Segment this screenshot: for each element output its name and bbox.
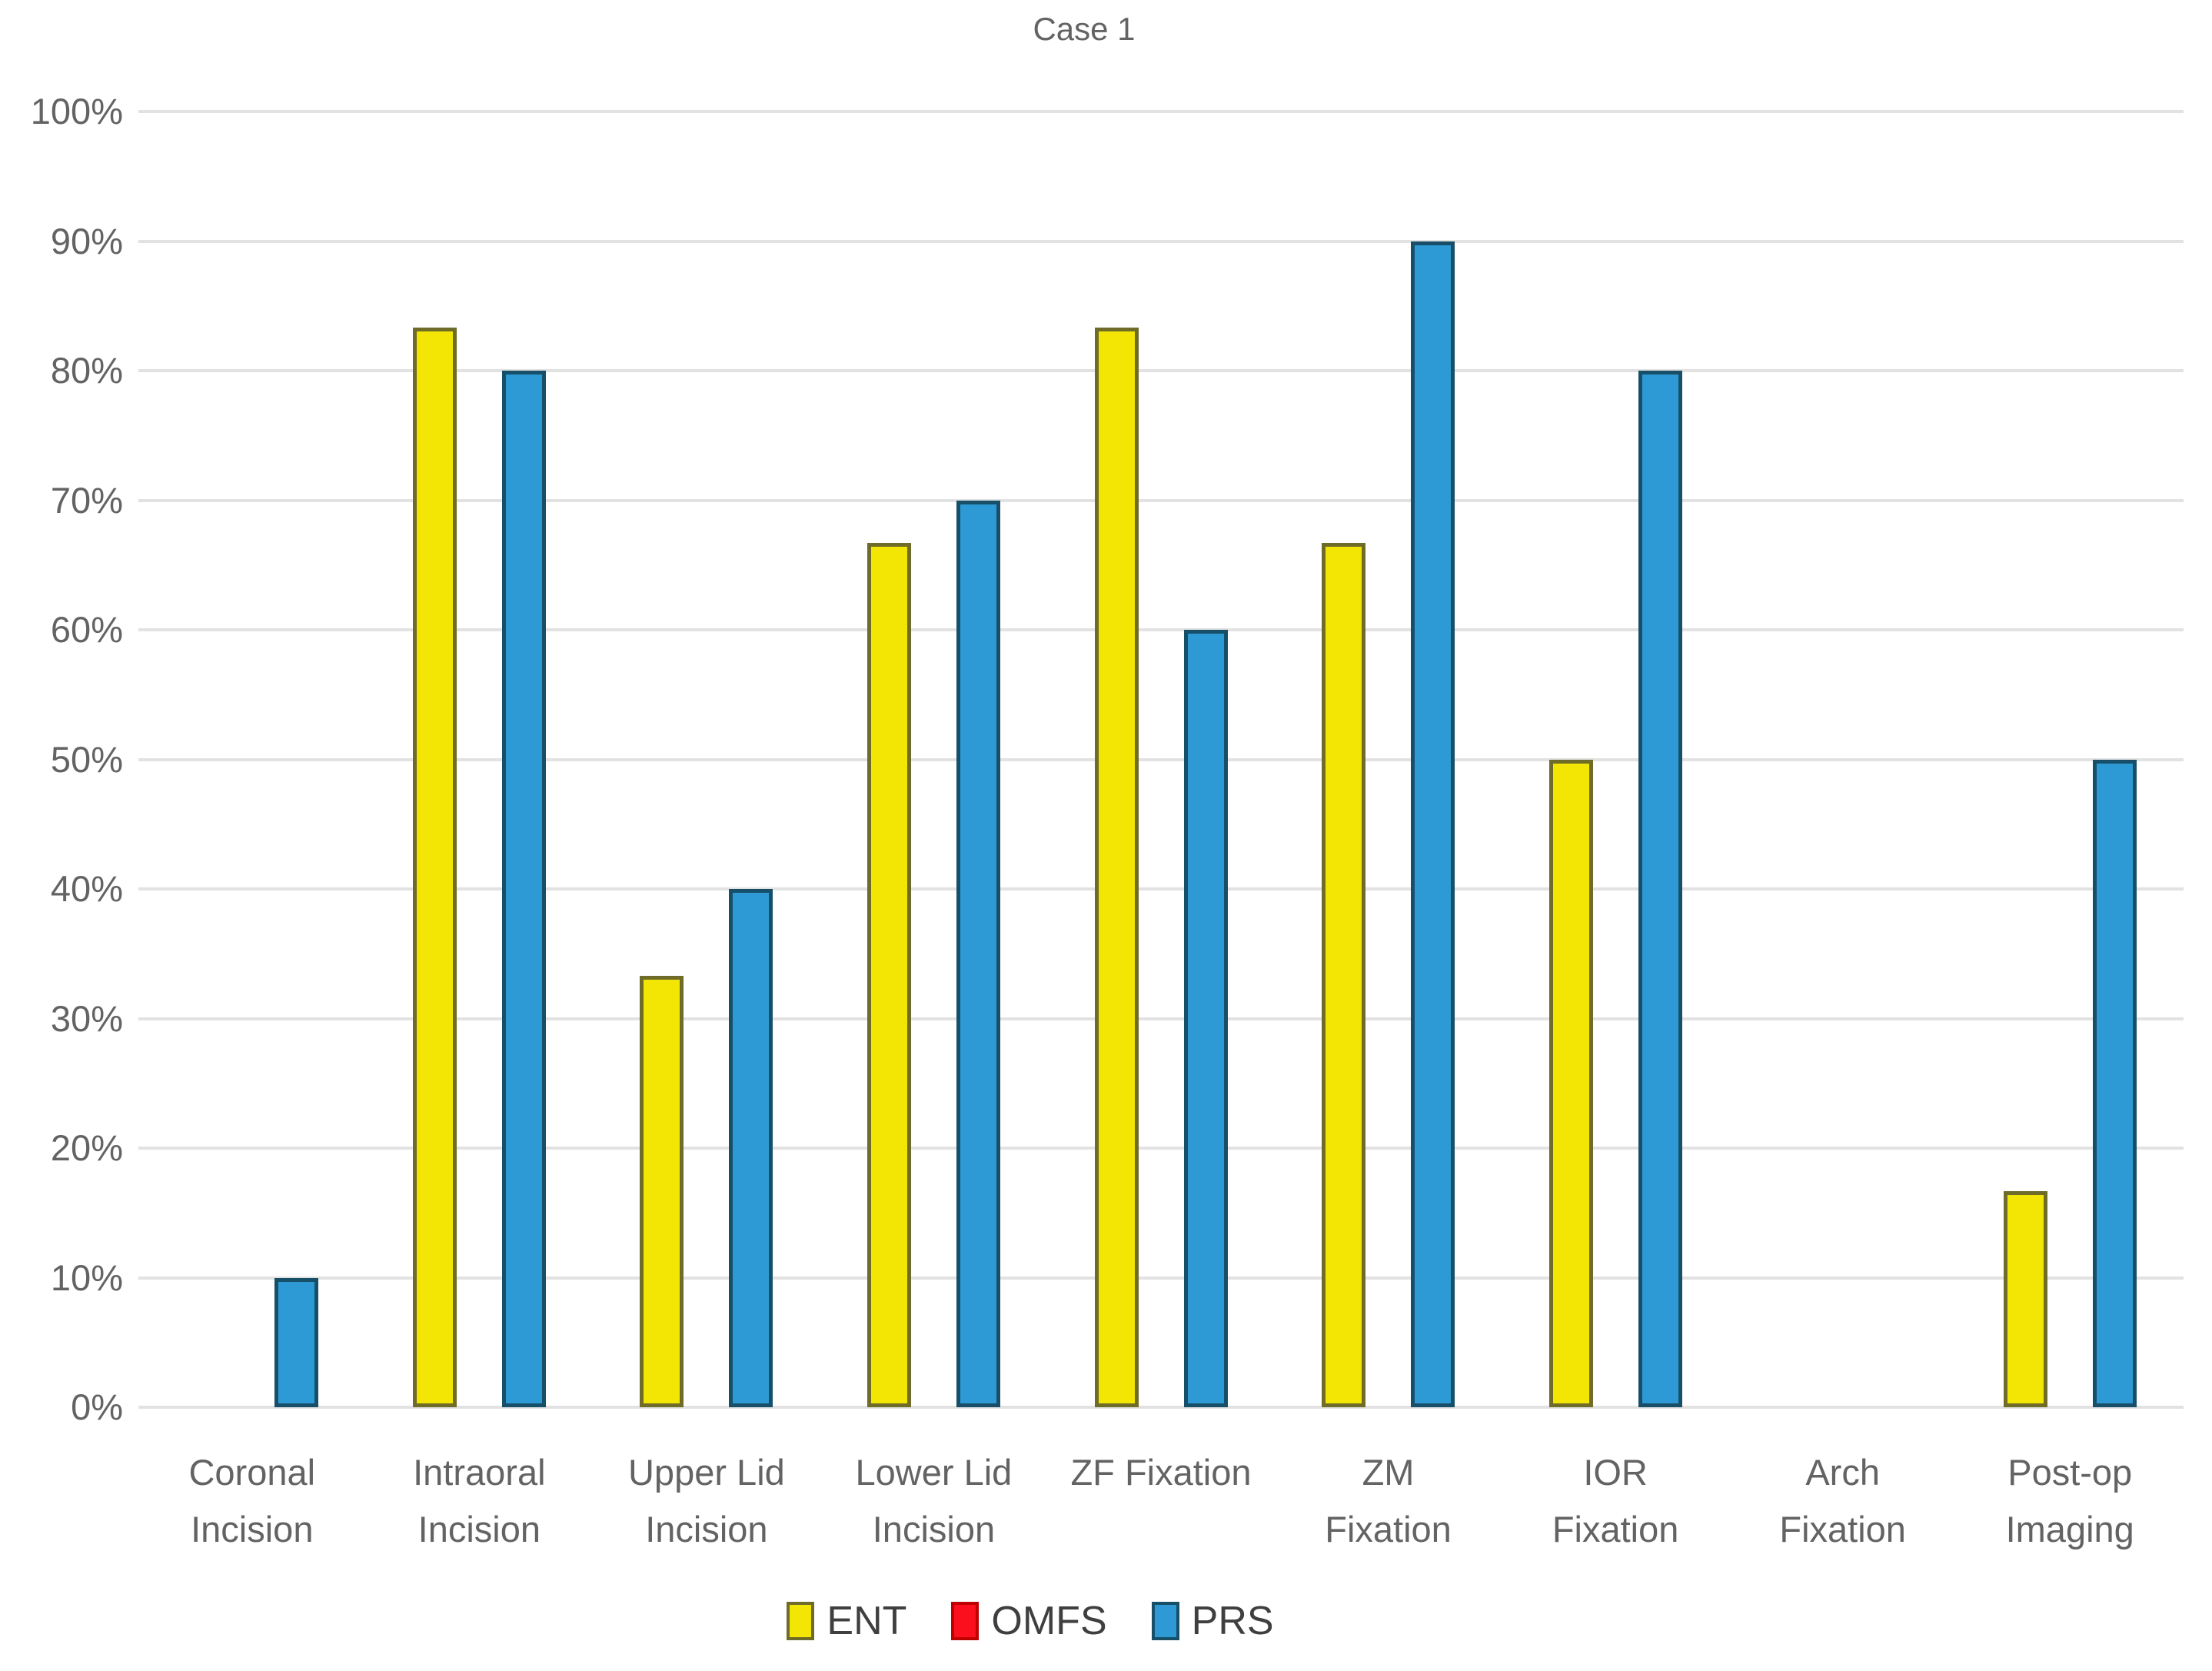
x-axis-label-post-op-imaging: Post-op Imaging [1956,1444,2184,1558]
legend-label-ent: ENT [827,1599,907,1643]
x-axis-label-line: Intraoral [413,1452,546,1493]
y-axis-tick-30%: 30% [50,997,123,1039]
bar-prs-lower-lid-incision [956,500,1000,1407]
legend-swatch-prs [1151,1602,1179,1640]
y-axis-tick-0%: 0% [71,1386,123,1427]
x-axis-label-line: Fixation [1779,1509,1906,1550]
legend-swatch-ent [787,1602,815,1640]
chart-title: Case 1 [1033,11,1136,47]
x-axis-label-line: Lower Lid [855,1452,1013,1493]
x-axis-label-line: Incision [872,1509,996,1550]
legend-item-prs: PRS [1151,1598,1274,1644]
y-axis-tick-10%: 10% [50,1257,123,1298]
legend-swatch-omfs [951,1602,980,1640]
x-axis-label-line: ZF Fixation [1070,1452,1252,1493]
bar-ent-zm-fixation [1322,543,1366,1407]
bar-prs-post-op-imaging [2092,759,2137,1407]
x-axis-label-line: Imaging [2005,1509,2134,1550]
gridline-50% [138,757,2184,761]
x-axis-label-zm-fixation: ZM Fixation [1275,1444,1502,1558]
gridline-60% [138,628,2184,631]
gridline-80% [138,369,2184,372]
x-axis-label-line: Coronal [188,1452,316,1493]
x-axis-label-line: Fixation [1325,1509,1452,1550]
x-axis-label-upper-lid-incision: Upper Lid Incision [593,1444,820,1558]
x-axis-label-lower-lid-incision: Lower Lid Incision [820,1444,1048,1558]
x-axis-label-ior-fixation: IOR Fixation [1502,1444,1729,1558]
x-axis-label-zf-fixation: ZF Fixation [1047,1444,1275,1501]
x-axis-label-line: Incision [645,1509,768,1550]
bar-ent-lower-lid-incision [867,543,911,1407]
bar-prs-zm-fixation [1411,241,1455,1407]
bar-ent-zf-fixation [1094,328,1139,1407]
y-axis-tick-40%: 40% [50,868,123,909]
bar-prs-intraoral-incision [501,371,546,1407]
bar-ent-ior-fixation [1548,759,1593,1407]
gridline-40% [138,887,2184,890]
x-axis-label-coronal-incision: Coronal Incision [138,1444,366,1558]
bar-ent-intraoral-incision [412,328,457,1407]
bar-prs-ior-fixation [1638,371,1682,1407]
gridline-90% [138,239,2184,243]
gridline-20% [138,1147,2184,1150]
x-axis-label-line: Arch [1805,1452,1880,1493]
bar-ent-post-op-imaging [2003,1190,2047,1407]
x-axis-label-line: Upper Lid [627,1452,785,1493]
bar-ent-upper-lid-incision [640,975,684,1407]
gridline-30% [138,1017,2184,1020]
x-axis-label-line: Fixation [1552,1509,1679,1550]
y-axis-tick-70%: 70% [50,479,123,521]
legend-item-ent: ENT [787,1598,906,1644]
gridline-10% [138,1276,2184,1280]
y-axis-tick-50%: 50% [50,738,123,780]
legend: ENT OMFS PRS [0,1598,2061,1644]
y-axis-tick-80%: 80% [50,350,123,391]
legend-label-prs: PRS [1191,1599,1274,1643]
y-axis-tick-20%: 20% [50,1127,123,1168]
bar-prs-zf-fixation [1183,630,1228,1407]
y-axis-tick-100%: 100% [30,91,123,131]
y-axis-tick-90%: 90% [50,220,123,261]
x-axis-label-arch-fixation: Arch Fixation [1729,1444,1957,1558]
gridline-70% [138,498,2184,502]
gridline-0% [138,1406,2184,1409]
x-axis-label-line: Incision [191,1509,314,1550]
x-axis-label-line: Incision [417,1509,541,1550]
bar-prs-coronal-incision [274,1277,319,1407]
legend-label-omfs: OMFS [991,1599,1107,1643]
x-axis-label-line: ZM [1362,1452,1415,1493]
y-axis-tick-60%: 60% [50,609,123,650]
bar-prs-upper-lid-incision [729,889,773,1407]
x-axis-label-line: Post-op [2007,1452,2133,1493]
legend-item-omfs: OMFS [951,1598,1107,1644]
x-axis-label-line: IOR [1583,1452,1648,1493]
x-axis-label-intraoral-incision: Intraoral Incision [366,1444,594,1558]
gridline-100% [138,110,2184,113]
